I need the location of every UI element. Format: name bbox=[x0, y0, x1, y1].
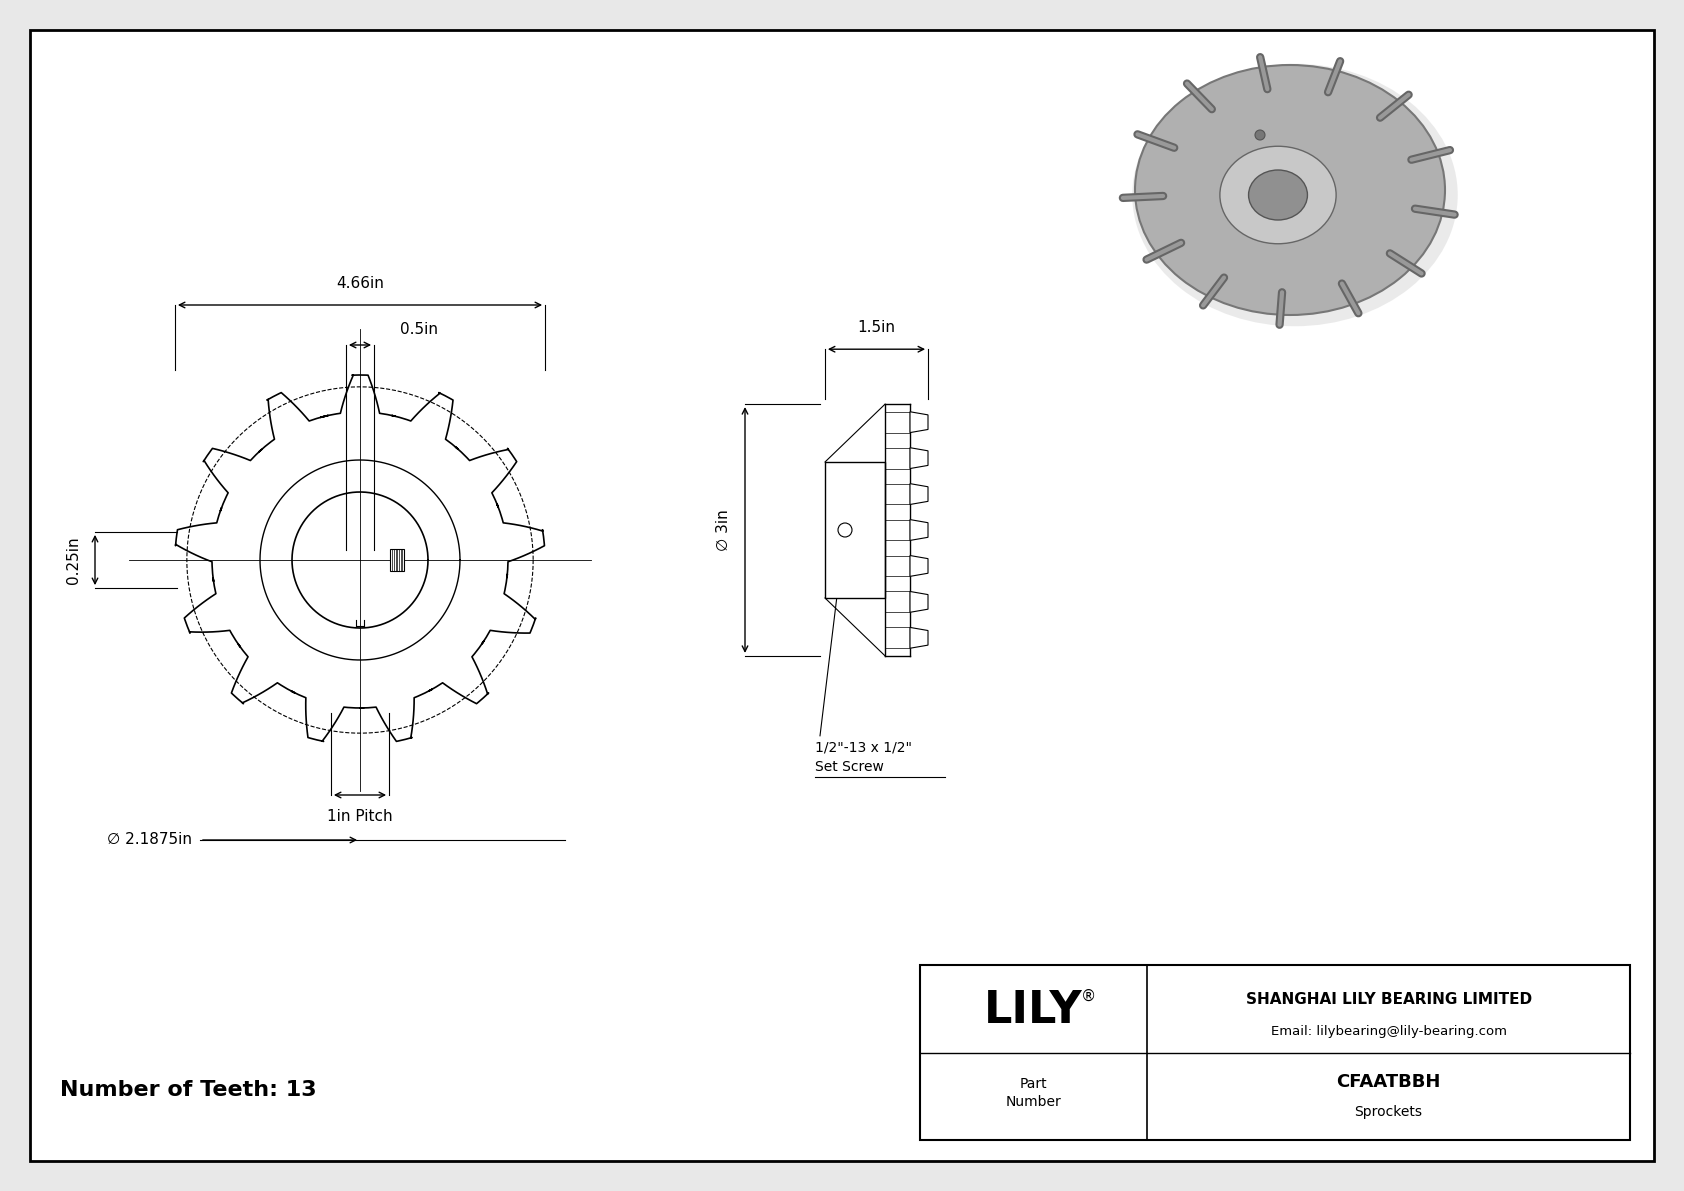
Polygon shape bbox=[909, 484, 928, 505]
Text: SHANGHAI LILY BEARING LIMITED: SHANGHAI LILY BEARING LIMITED bbox=[1246, 992, 1532, 1008]
Text: 4.66in: 4.66in bbox=[337, 276, 384, 291]
Ellipse shape bbox=[1219, 146, 1335, 244]
Text: 0.5in: 0.5in bbox=[401, 322, 438, 337]
Polygon shape bbox=[909, 592, 928, 612]
Ellipse shape bbox=[1135, 66, 1445, 314]
Text: 1.5in: 1.5in bbox=[857, 320, 896, 335]
Text: 1in Pitch: 1in Pitch bbox=[327, 809, 392, 824]
Circle shape bbox=[1255, 130, 1265, 141]
Polygon shape bbox=[909, 628, 928, 648]
Polygon shape bbox=[909, 448, 928, 468]
Circle shape bbox=[839, 523, 852, 537]
Text: LILY: LILY bbox=[983, 989, 1083, 1031]
Text: ∅ 3in: ∅ 3in bbox=[716, 509, 731, 551]
Polygon shape bbox=[909, 412, 928, 432]
Bar bbox=[825, 462, 886, 598]
Text: Part
Number: Part Number bbox=[1005, 1077, 1061, 1109]
Text: 0.25in: 0.25in bbox=[66, 536, 81, 584]
Text: 1/2"-13 x 1/2"
Set Screw: 1/2"-13 x 1/2" Set Screw bbox=[815, 741, 913, 774]
Text: ®: ® bbox=[1081, 989, 1096, 1004]
Ellipse shape bbox=[1132, 64, 1458, 326]
Polygon shape bbox=[909, 555, 928, 576]
Text: Email: lilybearing@lily-bearing.com: Email: lilybearing@lily-bearing.com bbox=[1271, 1025, 1507, 1039]
Ellipse shape bbox=[1248, 170, 1307, 220]
Text: Sprockets: Sprockets bbox=[1354, 1105, 1423, 1120]
Text: ∅ 2.1875in: ∅ 2.1875in bbox=[108, 833, 192, 848]
Text: CFAATBBH: CFAATBBH bbox=[1337, 1073, 1442, 1091]
Bar bbox=[919, 965, 1630, 1140]
Text: Number of Teeth: 13: Number of Teeth: 13 bbox=[61, 1080, 317, 1100]
Polygon shape bbox=[909, 519, 928, 541]
Bar bbox=[391, 549, 404, 570]
